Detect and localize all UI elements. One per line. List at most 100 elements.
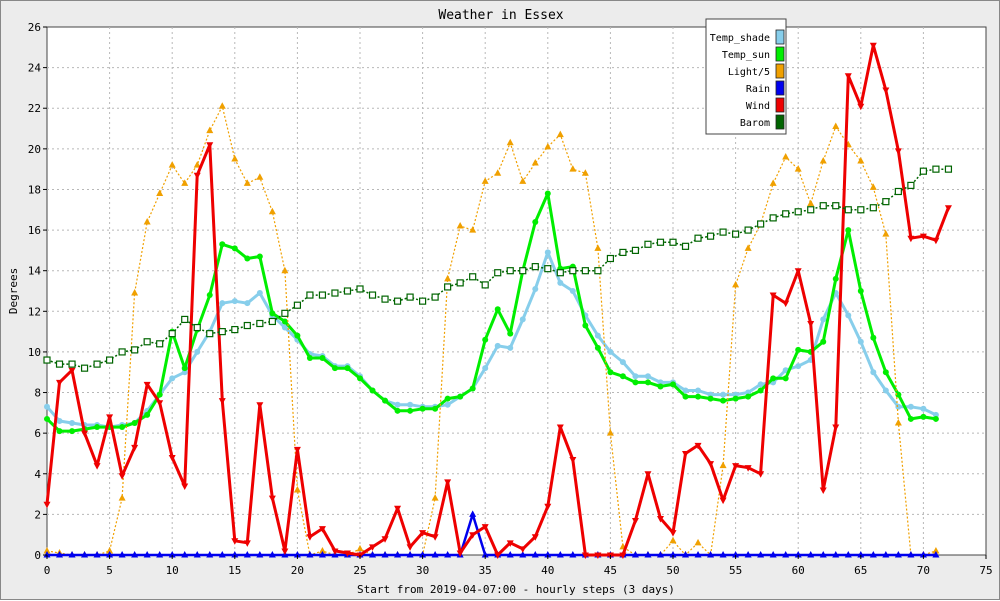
data-point-barom [356,285,364,293]
data-point-wind [807,320,815,328]
data-point-rain [519,551,527,558]
data-point-rain [156,551,164,558]
data-point-temp-sun [932,415,939,422]
data-point-wind [832,424,840,432]
data-point-barom [556,269,564,277]
data-point-temp-shade [244,300,251,307]
data-point-light-5 [143,217,151,225]
data-point-barom [919,167,928,175]
data-point-temp-sun [619,373,626,380]
data-point-barom [631,246,640,254]
data-point-rain [181,551,189,558]
legend-label-temp-shade: Temp_shade [710,33,770,44]
data-point-wind [669,530,677,537]
y-tick-label: 6 [34,427,41,440]
data-point-wind [218,398,226,405]
data-point-temp-shade [219,300,226,307]
data-point-wind [844,73,852,80]
data-point-temp-sun [607,369,614,376]
data-point-barom [231,325,239,334]
data-point-barom [731,230,740,238]
data-point-wind [544,503,552,511]
data-point-temp-sun [632,379,639,386]
data-point-rain [444,551,452,558]
data-point-wind [131,444,139,452]
data-point-barom [932,165,940,173]
data-point-rain [406,551,414,558]
data-point-barom [594,267,602,275]
data-point-barom [506,267,514,275]
data-point-light-5 [131,289,139,296]
data-point-rain [218,551,226,558]
data-point-temp-sun [457,393,464,400]
data-point-barom [494,269,502,277]
data-point-barom [744,226,752,234]
data-point-temp-shade [194,348,201,355]
data-point-rain [669,551,677,558]
data-point-temp-sun [670,381,676,388]
data-point-light-5 [456,222,464,229]
y-tick-label: 18 [28,183,41,196]
data-point-temp-sun [594,344,601,351]
data-point-barom [619,248,627,257]
data-point-light-5 [807,199,815,207]
x-tick-label: 70 [917,564,930,577]
data-point-barom [444,283,452,291]
x-tick-label: 15 [228,564,241,577]
data-point-temp-sun [256,253,263,260]
data-point-light-5 [118,494,126,501]
data-point-temp-shade [256,290,263,297]
data-point-temp-shade [569,288,576,294]
data-point-wind [193,172,201,180]
data-point-barom [181,315,189,324]
data-point-rain [894,551,902,558]
legend-swatch-barom [775,114,785,130]
data-point-temp-sun [695,393,702,400]
data-point-temp-sun [832,275,839,282]
y-tick-label: 0 [34,549,41,562]
data-point-wind [869,42,877,50]
data-point-rain [544,551,552,558]
data-point-wind [256,402,264,409]
data-point-temp-shade [557,279,564,286]
data-point-wind [394,505,402,513]
data-point-wind [143,381,151,389]
data-point-barom [681,242,690,250]
data-point-temp-shade [394,401,401,408]
data-point-temp-shade [795,363,802,370]
data-point-temp-sun [369,387,376,394]
data-point-wind [93,463,101,470]
data-point-temp-sun [281,318,288,325]
data-point-wind [819,487,827,495]
data-point-barom [456,279,464,287]
x-tick-label: 10 [166,564,179,577]
data-point-barom [882,198,890,206]
data-point-rain [869,551,877,558]
data-point-barom [193,323,201,332]
data-point-light-5 [481,177,489,184]
data-point-temp-sun [419,405,426,412]
data-point-temp-sun [907,415,914,422]
y-tick-label: 8 [34,387,41,400]
legend-label-temp-sun: Temp_sun [722,50,770,61]
data-point-temp-sun [206,292,213,299]
data-point-barom [156,340,164,348]
data-point-barom [105,356,114,364]
data-point-rain [832,551,840,558]
data-point-wind [293,446,301,454]
series-line-temp-sun [45,192,937,433]
data-point-temp-sun [507,330,514,337]
data-point-rain [682,551,690,558]
data-point-light-5 [519,177,527,184]
x-tick-label: 45 [604,564,617,577]
data-point-wind [469,532,477,539]
data-point-barom [393,297,402,305]
x-tick-label: 50 [666,564,679,577]
data-point-temp-shade [644,373,651,380]
data-point-rain [769,551,777,558]
data-point-barom [318,291,327,299]
data-point-light-5 [894,419,902,426]
data-point-barom [93,360,101,368]
data-point-light-5 [168,161,176,168]
data-point-wind [481,524,489,531]
